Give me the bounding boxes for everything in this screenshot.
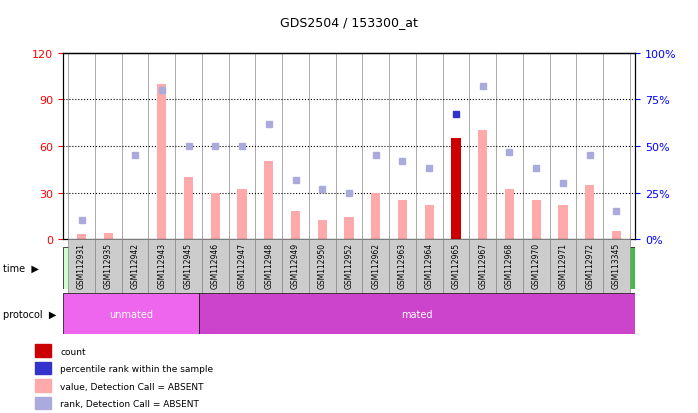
Bar (398, 201, 407, 240)
Bar (202, 240, 229, 293)
Bar (35, 344, 51, 357)
Bar (362, 240, 389, 293)
Text: mated: mated (401, 309, 433, 319)
Bar (35, 379, 51, 392)
Bar (558, 206, 567, 240)
Bar (68, 240, 95, 293)
Bar (549, 240, 577, 293)
Text: GSM112963: GSM112963 (398, 242, 407, 288)
Bar (603, 240, 630, 293)
Text: GSM112970: GSM112970 (532, 242, 541, 288)
Bar (532, 201, 541, 240)
Bar (282, 240, 309, 293)
Bar (77, 235, 87, 240)
Text: GSM112945: GSM112945 (184, 242, 193, 288)
Bar (505, 190, 514, 240)
FancyBboxPatch shape (472, 248, 554, 289)
Bar (389, 240, 416, 293)
Bar (478, 131, 487, 240)
Bar (344, 218, 354, 240)
Bar (585, 185, 595, 240)
Bar (371, 193, 380, 240)
Bar (336, 240, 362, 293)
Bar (424, 206, 434, 240)
Bar (523, 240, 549, 293)
FancyBboxPatch shape (63, 248, 199, 289)
Bar (229, 240, 255, 293)
Text: 24 h: 24 h (584, 263, 605, 273)
Bar (35, 362, 51, 374)
Bar (255, 240, 282, 293)
Bar (211, 193, 220, 240)
Text: protocol  ▶: protocol ▶ (3, 309, 57, 319)
Bar (318, 221, 327, 240)
FancyBboxPatch shape (554, 248, 635, 289)
Bar (309, 240, 336, 293)
Text: GSM112965: GSM112965 (452, 242, 461, 288)
Text: GSM112948: GSM112948 (265, 242, 273, 288)
Bar (443, 240, 469, 293)
Bar (611, 232, 621, 240)
Text: GSM112946: GSM112946 (211, 242, 220, 288)
Bar (175, 240, 202, 293)
Text: GSM112962: GSM112962 (371, 242, 380, 288)
Text: GSM113345: GSM113345 (612, 242, 621, 288)
Text: GSM112931: GSM112931 (77, 242, 86, 288)
Bar (35, 397, 51, 410)
Text: GSM112968: GSM112968 (505, 242, 514, 288)
Bar (416, 240, 443, 293)
FancyBboxPatch shape (199, 248, 363, 289)
Text: control: control (114, 263, 148, 273)
FancyBboxPatch shape (63, 293, 199, 335)
Text: value, Detection Call = ABSENT: value, Detection Call = ABSENT (60, 382, 204, 391)
Text: 3 h: 3 h (410, 263, 425, 273)
Text: rank, Detection Call = ABSENT: rank, Detection Call = ABSENT (60, 399, 199, 408)
Text: 6 h: 6 h (505, 263, 520, 273)
Text: GSM112967: GSM112967 (478, 242, 487, 288)
Text: GSM112972: GSM112972 (585, 242, 594, 288)
Bar (237, 190, 246, 240)
Text: 0 h: 0 h (273, 263, 288, 273)
Text: GSM112971: GSM112971 (558, 242, 567, 288)
Text: GSM112964: GSM112964 (425, 242, 433, 288)
Bar (157, 85, 166, 240)
Bar (103, 233, 113, 240)
FancyBboxPatch shape (199, 293, 635, 335)
Bar (496, 240, 523, 293)
Text: time  ▶: time ▶ (3, 263, 39, 273)
Bar (121, 240, 149, 293)
Text: GSM112947: GSM112947 (237, 242, 246, 288)
Text: GSM112952: GSM112952 (345, 242, 353, 288)
Bar (184, 178, 193, 240)
Text: GSM112935: GSM112935 (104, 242, 113, 288)
Text: GSM112943: GSM112943 (157, 242, 166, 288)
Text: percentile rank within the sample: percentile rank within the sample (60, 364, 213, 373)
Text: GSM112942: GSM112942 (131, 242, 140, 288)
Text: GDS2504 / 153300_at: GDS2504 / 153300_at (280, 16, 418, 29)
Text: unmated: unmated (109, 309, 153, 319)
Text: count: count (60, 347, 86, 356)
Bar (291, 211, 300, 240)
FancyBboxPatch shape (363, 248, 472, 289)
Bar (469, 240, 496, 293)
Bar (264, 162, 274, 240)
Text: GSM112950: GSM112950 (318, 242, 327, 288)
Bar (149, 240, 175, 293)
Bar (577, 240, 603, 293)
Bar (95, 240, 121, 293)
Bar (452, 139, 461, 240)
Text: GSM112949: GSM112949 (291, 242, 300, 288)
